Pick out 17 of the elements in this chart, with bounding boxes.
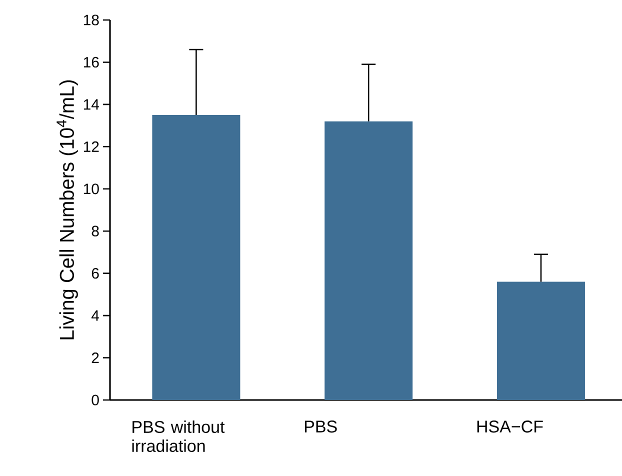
y-axis-title: Living Cell Numbers (10$^{4}$/mL) — [56, 80, 78, 340]
y-tick-label: 0 — [92, 394, 99, 406]
y-tick-label: 2 — [92, 352, 99, 364]
y-tick-label: 16 — [84, 56, 99, 68]
y-tick-label: 10 — [84, 184, 99, 194]
y-tick-label: 4 — [91, 310, 100, 321]
bar — [496, 282, 585, 400]
x-tick-label: HSA−CF — [477, 420, 543, 433]
y-tick-label: 6 — [92, 268, 99, 279]
x-tick-label: PBS — [304, 420, 337, 433]
y-tick-label: 12 — [84, 141, 99, 152]
x-tick-label: PBS without irradiation — [132, 420, 225, 452]
y-tick-label: 18 — [84, 14, 99, 26]
y-tick-label: 8 — [92, 226, 99, 236]
bar — [152, 114, 240, 400]
bar — [324, 121, 413, 400]
y-tick-label: 14 — [84, 99, 100, 110]
